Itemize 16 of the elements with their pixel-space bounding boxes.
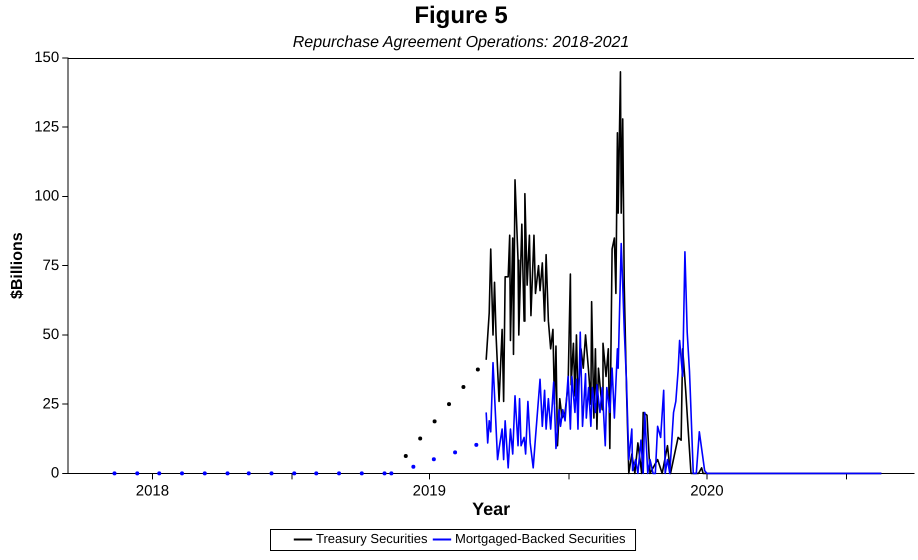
chart-title: Figure 5 <box>414 2 508 30</box>
legend-label: Mortgaged-Backed Securities <box>454 531 626 546</box>
chart-subtitle: Repurchase Agreement Operations: 2018-2021 <box>292 34 630 51</box>
y-tick-label: 75 <box>42 256 60 274</box>
x-axis-title: Year <box>472 499 510 520</box>
x-tick-label: 2019 <box>412 482 446 500</box>
y-tick-label: 100 <box>34 188 60 205</box>
y-axis-title: $Billions <box>9 232 26 300</box>
x-tick-label: 2020 <box>690 482 724 500</box>
y-tick-label: 25 <box>42 395 60 412</box>
y-tick-label: 50 <box>42 326 60 344</box>
y-tick-label: 0 <box>50 464 60 482</box>
x-tick-label: 2018 <box>136 482 170 500</box>
y-tick-label: 150 <box>34 49 60 66</box>
legend-label: Treasury Securities <box>316 531 428 546</box>
y-tick-label: 125 <box>34 118 60 136</box>
